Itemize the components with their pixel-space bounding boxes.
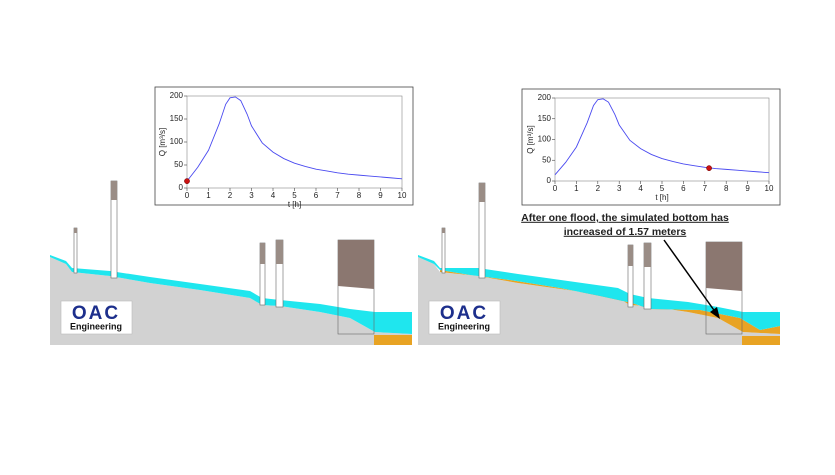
arrow-head (710, 307, 720, 319)
pier-top (74, 228, 77, 233)
x-tick-label: 8 (724, 184, 729, 193)
x-tick-label: 0 (553, 184, 558, 193)
x-tick-label: 6 (681, 184, 686, 193)
sediment (440, 270, 780, 334)
x-tick-label: 9 (745, 184, 750, 193)
x-tick-label: 3 (617, 184, 622, 193)
logo-mark: OAC (72, 303, 120, 324)
sediment (374, 335, 412, 345)
y-tick-label: 200 (170, 91, 184, 100)
y-tick-label: 0 (547, 176, 552, 185)
x-tick-label: 5 (660, 184, 665, 193)
x-tick-label: 2 (596, 184, 601, 193)
ground (50, 257, 412, 345)
water (418, 255, 780, 330)
x-tick-label: 8 (357, 191, 362, 200)
x-tick-label: 1 (574, 184, 579, 193)
y-tick-label: 50 (174, 160, 183, 169)
y-tick-label: 100 (170, 137, 184, 146)
hydrograph-line (186, 96, 403, 182)
logo-caption: Engineering (70, 321, 122, 331)
time-marker (184, 178, 190, 184)
y-axis-label: Q [m³/s] (158, 128, 167, 156)
pier (73, 227, 78, 274)
pier-top (479, 183, 485, 202)
y-tick-label: 0 (179, 183, 184, 192)
y-axis-label: Q [m³/s] (526, 125, 535, 153)
y-tick-label: 100 (538, 135, 552, 144)
x-tick-label: 1 (206, 191, 211, 200)
water (50, 255, 412, 334)
building-roof (706, 242, 742, 291)
x-tick-label: 7 (703, 184, 708, 193)
pier-top (644, 243, 651, 267)
y-tick-label: 50 (542, 155, 551, 164)
annotation: After one flood, the simulated bottom ha… (521, 212, 729, 224)
pier-top (276, 240, 283, 264)
chart-box (521, 88, 781, 206)
y-tick-label: 150 (538, 114, 552, 123)
x-tick-label: 0 (185, 191, 190, 200)
x-tick-label: 9 (378, 191, 383, 200)
y-tick-label: 200 (538, 93, 552, 102)
x-tick-label: 7 (335, 191, 340, 200)
pier-top (442, 228, 445, 233)
x-tick-label: 5 (292, 191, 297, 200)
logo-mark: OAC (440, 303, 488, 324)
y-tick-label: 150 (170, 114, 184, 123)
logo-box (60, 300, 133, 335)
x-tick-label: 2 (228, 191, 233, 200)
hydrograph-line (554, 98, 770, 176)
x-tick-label: 10 (398, 191, 407, 200)
x-tick-label: 3 (249, 191, 254, 200)
profile-right: OAC Engineering (418, 182, 780, 345)
chart-box (154, 86, 414, 206)
pier-top (111, 181, 117, 200)
annotation: increased of 1.57 meters (564, 226, 687, 238)
sediment (742, 336, 780, 345)
x-axis-label: t [h] (655, 193, 668, 202)
logo-box (428, 300, 501, 335)
building-roof (338, 240, 374, 289)
logo-caption: Engineering (438, 321, 490, 331)
pier-top (628, 245, 633, 266)
x-tick-label: 6 (314, 191, 319, 200)
time-marker (706, 165, 712, 171)
x-tick-label: 4 (638, 184, 643, 193)
x-tick-label: 4 (271, 191, 276, 200)
pier (441, 227, 446, 274)
arrow (663, 239, 717, 314)
profile-left: OAC Engineering (50, 180, 412, 345)
pier-top (260, 243, 265, 264)
x-axis-label: t [h] (288, 200, 301, 209)
x-tick-label: 10 (765, 184, 774, 193)
ground (418, 257, 780, 345)
